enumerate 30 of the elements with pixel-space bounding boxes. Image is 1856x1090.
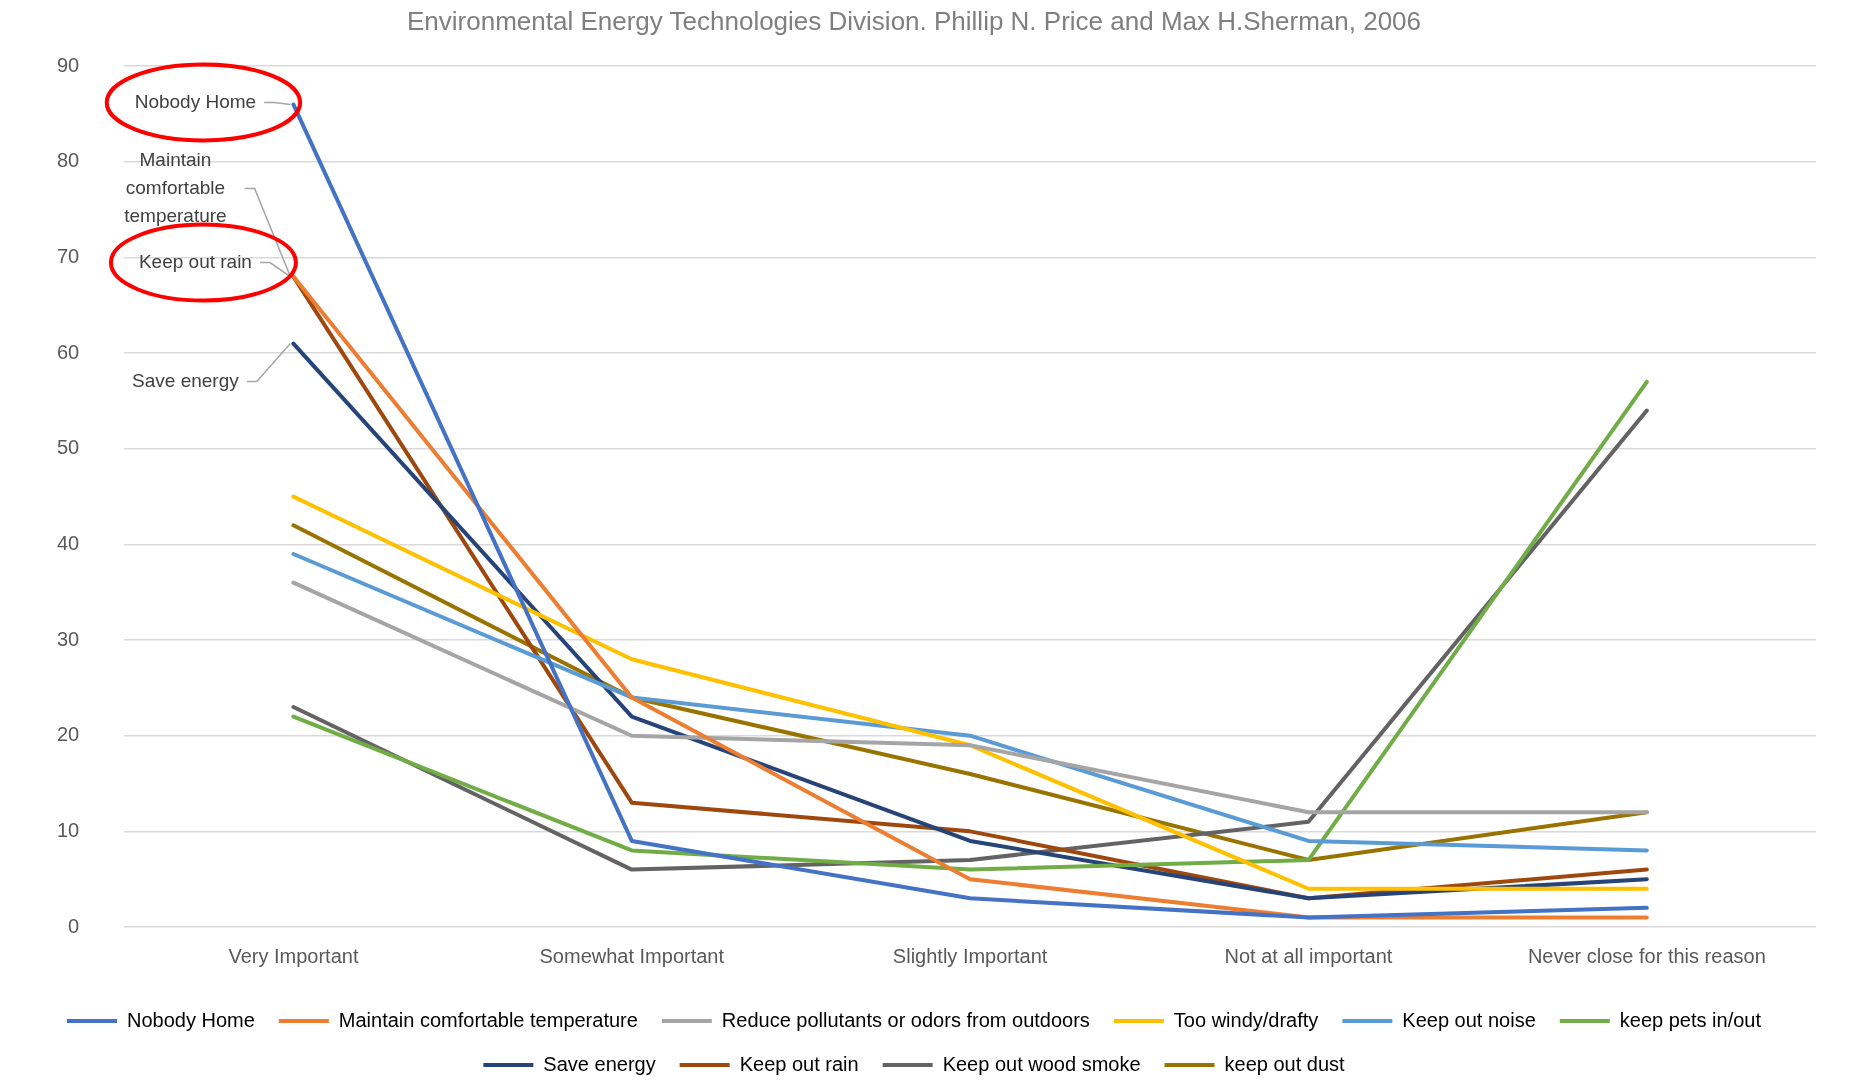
y-tick-label: 0 [68,914,80,937]
annotation: Keep out rain [138,250,252,272]
y-tick-label: 50 [57,436,80,459]
legend-label: Reduce pollutants or odors from outdoors [721,1008,1090,1031]
y-tick-label: 10 [57,818,80,841]
legend-label: Maintain comfortable temperature [338,1008,638,1031]
y-tick-label: 80 [57,149,80,172]
x-tick-label: Very Important [228,944,359,967]
legend-label: Keep out rain [739,1052,859,1075]
chart-title: Environmental Energy Technologies Division. Phillip N. Price and Max H.Sherman, 2006 [406,5,1422,36]
legend-label: Keep out noise [1402,1008,1536,1031]
x-tick-label: Slightly Important [892,944,1048,967]
legend-label: keep pets in/out [1619,1008,1762,1031]
y-tick-label: 20 [57,723,80,746]
legend-label: Keep out wood smoke [942,1052,1141,1075]
legend-label: Nobody Home [126,1008,255,1031]
legend-label: Save energy [543,1052,656,1075]
annotation: Maintain comfortable temperature [124,148,227,226]
annotation: Nobody Home [134,90,257,112]
annotation: Save energy [132,369,240,391]
x-tick-label: Never close for this reason [1527,944,1766,967]
x-tick-label: Not at all important [1224,944,1393,967]
y-tick-label: 90 [57,53,80,76]
legend-label: Too windy/drafty [1173,1008,1319,1031]
y-tick-label: 30 [57,627,80,650]
x-tick-label: Somewhat Important [539,944,725,967]
y-tick-label: 70 [57,245,80,267]
legend-label: keep out dust [1224,1052,1346,1075]
y-tick-label: 40 [57,531,80,554]
y-tick-label: 60 [57,340,80,363]
